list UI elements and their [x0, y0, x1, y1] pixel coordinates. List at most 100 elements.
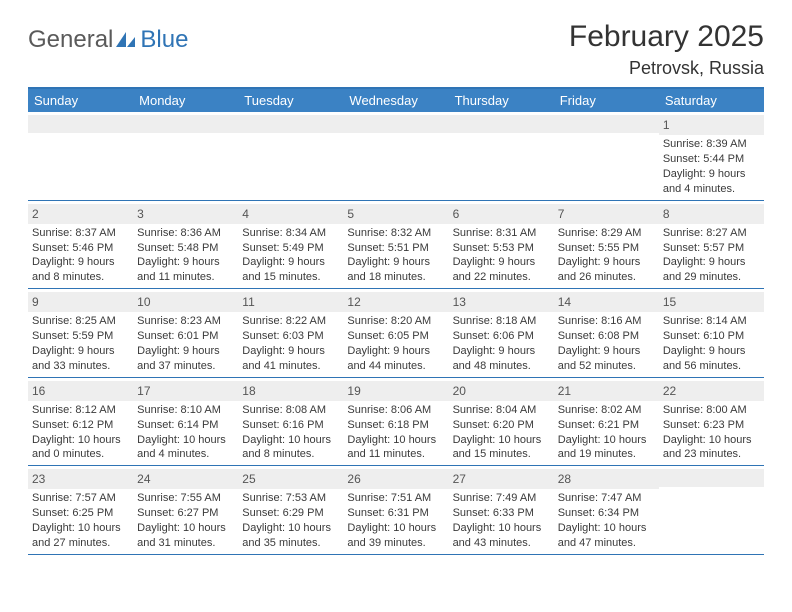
daylight-line: Daylight: 9 hours and 26 minutes.	[558, 255, 655, 285]
day-number-band: 9	[28, 292, 133, 312]
daylight-line: Daylight: 9 hours and 29 minutes.	[663, 255, 760, 285]
day-cell	[238, 112, 343, 200]
daylight-line: Daylight: 10 hours and 31 minutes.	[137, 521, 234, 551]
sunset-line: Sunset: 6:14 PM	[137, 418, 234, 433]
daylight-line: Daylight: 9 hours and 8 minutes.	[32, 255, 129, 285]
sunrise-line: Sunrise: 7:55 AM	[137, 491, 234, 506]
day-cell: 21Sunrise: 8:02 AMSunset: 6:21 PMDayligh…	[554, 378, 659, 466]
logo: General Blue	[28, 20, 188, 54]
day-cell	[28, 112, 133, 200]
day-cell: 6Sunrise: 8:31 AMSunset: 5:53 PMDaylight…	[449, 201, 554, 289]
daylight-line: Daylight: 9 hours and 41 minutes.	[242, 344, 339, 374]
sunset-line: Sunset: 5:49 PM	[242, 241, 339, 256]
day-cell: 4Sunrise: 8:34 AMSunset: 5:49 PMDaylight…	[238, 201, 343, 289]
week-row: 1Sunrise: 8:39 AMSunset: 5:44 PMDaylight…	[28, 112, 764, 201]
day-number-band: 3	[133, 204, 238, 224]
day-number-band: 15	[659, 292, 764, 312]
day-number-band: 18	[238, 381, 343, 401]
daylight-line: Daylight: 9 hours and 33 minutes.	[32, 344, 129, 374]
day-number-band: 6	[449, 204, 554, 224]
day-number: 11	[242, 294, 339, 310]
sunrise-line: Sunrise: 8:37 AM	[32, 226, 129, 241]
empty-day-band	[659, 469, 764, 487]
day-number-band: 24	[133, 469, 238, 489]
empty-day-band	[238, 115, 343, 133]
sunset-line: Sunset: 6:21 PM	[558, 418, 655, 433]
day-cell	[343, 112, 448, 200]
sunset-line: Sunset: 6:03 PM	[242, 329, 339, 344]
day-number-band: 19	[343, 381, 448, 401]
daylight-line: Daylight: 10 hours and 35 minutes.	[242, 521, 339, 551]
day-number-band: 2	[28, 204, 133, 224]
daylight-line: Daylight: 9 hours and 11 minutes.	[137, 255, 234, 285]
day-number-band: 14	[554, 292, 659, 312]
sunrise-line: Sunrise: 7:57 AM	[32, 491, 129, 506]
day-number: 13	[453, 294, 550, 310]
empty-day-band	[343, 115, 448, 133]
sunset-line: Sunset: 6:25 PM	[32, 506, 129, 521]
day-number: 28	[558, 471, 655, 487]
day-cell: 8Sunrise: 8:27 AMSunset: 5:57 PMDaylight…	[659, 201, 764, 289]
sunrise-line: Sunrise: 8:14 AM	[663, 314, 760, 329]
daylight-line: Daylight: 10 hours and 19 minutes.	[558, 433, 655, 463]
day-cell: 20Sunrise: 8:04 AMSunset: 6:20 PMDayligh…	[449, 378, 554, 466]
empty-day-band	[449, 115, 554, 133]
day-number-band: 20	[449, 381, 554, 401]
day-cell: 27Sunrise: 7:49 AMSunset: 6:33 PMDayligh…	[449, 466, 554, 554]
sunset-line: Sunset: 6:06 PM	[453, 329, 550, 344]
sunset-line: Sunset: 5:48 PM	[137, 241, 234, 256]
day-cell: 26Sunrise: 7:51 AMSunset: 6:31 PMDayligh…	[343, 466, 448, 554]
day-cell: 10Sunrise: 8:23 AMSunset: 6:01 PMDayligh…	[133, 289, 238, 377]
week-row: 16Sunrise: 8:12 AMSunset: 6:12 PMDayligh…	[28, 378, 764, 467]
day-number: 25	[242, 471, 339, 487]
day-number: 16	[32, 383, 129, 399]
weeks-container: 1Sunrise: 8:39 AMSunset: 5:44 PMDaylight…	[28, 112, 764, 555]
sunrise-line: Sunrise: 8:23 AM	[137, 314, 234, 329]
day-number-band: 10	[133, 292, 238, 312]
sunset-line: Sunset: 6:33 PM	[453, 506, 550, 521]
daylight-line: Daylight: 9 hours and 18 minutes.	[347, 255, 444, 285]
weekday-header: Wednesday	[343, 89, 448, 112]
day-cell: 15Sunrise: 8:14 AMSunset: 6:10 PMDayligh…	[659, 289, 764, 377]
day-number: 5	[347, 206, 444, 222]
daylight-line: Daylight: 10 hours and 47 minutes.	[558, 521, 655, 551]
day-cell: 9Sunrise: 8:25 AMSunset: 5:59 PMDaylight…	[28, 289, 133, 377]
sunset-line: Sunset: 6:08 PM	[558, 329, 655, 344]
day-number: 7	[558, 206, 655, 222]
weekday-header: Sunday	[28, 89, 133, 112]
day-number: 24	[137, 471, 234, 487]
day-cell	[554, 112, 659, 200]
calendar: Sunday Monday Tuesday Wednesday Thursday…	[28, 87, 764, 555]
day-number: 27	[453, 471, 550, 487]
day-number-band: 17	[133, 381, 238, 401]
daylight-line: Daylight: 10 hours and 27 minutes.	[32, 521, 129, 551]
daylight-line: Daylight: 9 hours and 37 minutes.	[137, 344, 234, 374]
sunset-line: Sunset: 5:46 PM	[32, 241, 129, 256]
sunrise-line: Sunrise: 8:16 AM	[558, 314, 655, 329]
sunset-line: Sunset: 5:53 PM	[453, 241, 550, 256]
sunrise-line: Sunrise: 8:22 AM	[242, 314, 339, 329]
sunrise-line: Sunrise: 8:39 AM	[663, 137, 760, 152]
sunrise-line: Sunrise: 8:12 AM	[32, 403, 129, 418]
sunset-line: Sunset: 6:10 PM	[663, 329, 760, 344]
sunrise-line: Sunrise: 8:25 AM	[32, 314, 129, 329]
day-number: 1	[663, 117, 760, 133]
day-number-band: 26	[343, 469, 448, 489]
sunrise-line: Sunrise: 8:00 AM	[663, 403, 760, 418]
day-cell: 13Sunrise: 8:18 AMSunset: 6:06 PMDayligh…	[449, 289, 554, 377]
daylight-line: Daylight: 9 hours and 4 minutes.	[663, 167, 760, 197]
daylight-line: Daylight: 9 hours and 44 minutes.	[347, 344, 444, 374]
day-number: 10	[137, 294, 234, 310]
day-number-band: 23	[28, 469, 133, 489]
day-cell: 17Sunrise: 8:10 AMSunset: 6:14 PMDayligh…	[133, 378, 238, 466]
sunrise-line: Sunrise: 8:36 AM	[137, 226, 234, 241]
daylight-line: Daylight: 10 hours and 4 minutes.	[137, 433, 234, 463]
day-number-band: 22	[659, 381, 764, 401]
sunrise-line: Sunrise: 8:27 AM	[663, 226, 760, 241]
day-cell: 11 Sunrise: 8:22 AMSunset: 6:03 PMDayligh…	[238, 289, 343, 377]
sunrise-line: Sunrise: 8:34 AM	[242, 226, 339, 241]
day-cell: 14Sunrise: 8:16 AMSunset: 6:08 PMDayligh…	[554, 289, 659, 377]
calendar-page: General Blue February 2025 Petrovsk, Rus…	[0, 0, 792, 575]
sunset-line: Sunset: 5:51 PM	[347, 241, 444, 256]
daylight-line: Daylight: 10 hours and 39 minutes.	[347, 521, 444, 551]
